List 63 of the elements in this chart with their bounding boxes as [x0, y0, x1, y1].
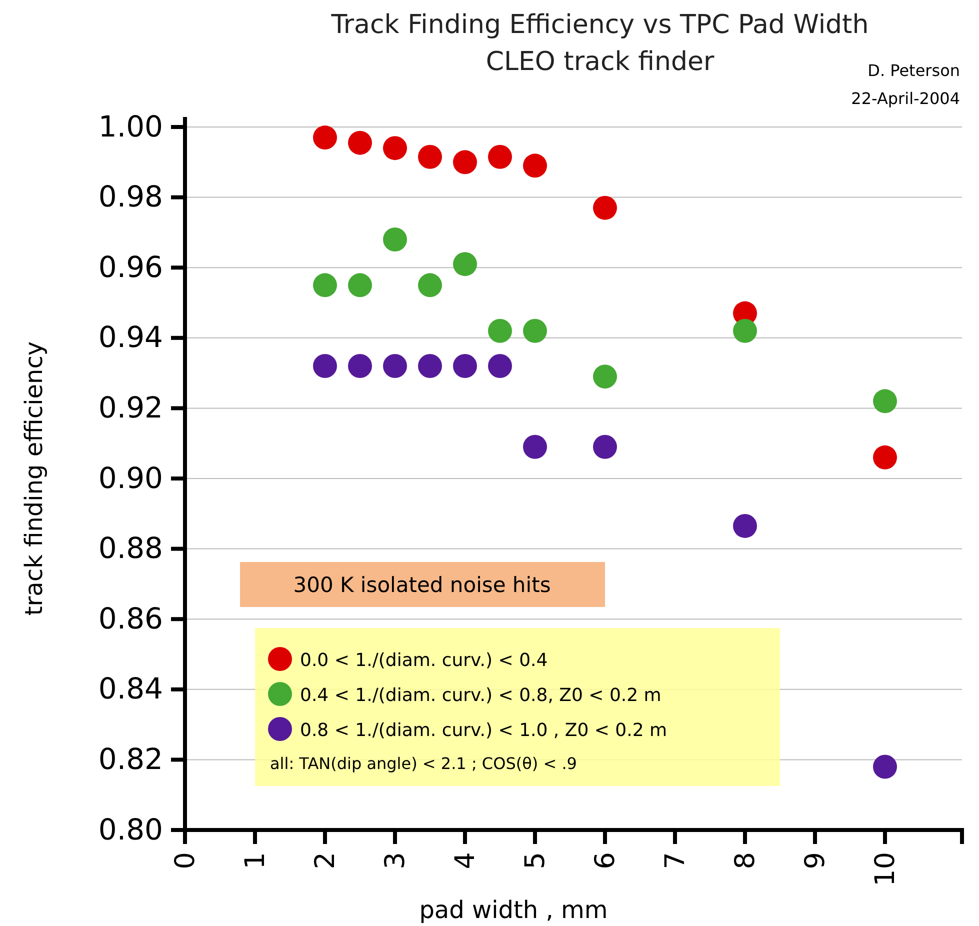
legend-label: 0.0 < 1./(diam. curv.) < 0.4 [300, 650, 548, 671]
point [418, 144, 442, 169]
x-tick-label: 8 [730, 852, 761, 870]
point [488, 318, 512, 343]
y-tick-label: 0.88 [98, 531, 163, 566]
point [453, 354, 477, 378]
x-tick-label: 7 [660, 852, 691, 870]
point [313, 273, 337, 298]
note-box: 300 K isolated noise hits [240, 562, 605, 607]
legend-label: 0.4 < 1./(diam. curv.) < 0.8, Z0 < 0.2 m [300, 685, 662, 706]
x-tick-label: 1 [240, 852, 271, 870]
point [873, 445, 897, 470]
x-tick-label: 4 [450, 852, 481, 870]
point [523, 318, 547, 343]
point [733, 514, 757, 538]
point [453, 252, 477, 276]
point [313, 354, 337, 378]
legend-label: 0.8 < 1./(diam. curv.) < 1.0 , Z0 < 0.2 m [300, 720, 668, 741]
point [383, 354, 407, 378]
text: 22-April-2004 [851, 89, 960, 108]
x-tick-label: 6 [590, 852, 621, 870]
point [383, 227, 407, 252]
y-tick-label: 0.94 [98, 320, 163, 354]
y-tick-label: 0.84 [98, 672, 163, 706]
y-axis-title: track finding efficiency [20, 341, 48, 616]
point [348, 130, 372, 155]
y-tick-label: 1.00 [98, 109, 163, 144]
point [383, 136, 407, 160]
x-tick-label: 9 [800, 852, 831, 870]
y-tick-label: 0.80 [98, 812, 163, 846]
x-tick-label: 10 [870, 852, 901, 886]
point [873, 389, 897, 414]
point [873, 754, 897, 779]
chart-subtitle: CLEO track finder [486, 47, 714, 77]
annotation: 300 K isolated noise hits [293, 573, 551, 597]
y-tick-label: 0.92 [98, 390, 163, 424]
point [348, 354, 372, 378]
point [593, 196, 617, 220]
point [348, 273, 372, 298]
x-tick-label: 0 [170, 852, 201, 870]
chart-title: Track Finding Efficiency vs TPC Pad Width [330, 10, 869, 40]
y-tick-label: 0.96 [98, 250, 163, 284]
y-tick-label: 0.90 [98, 460, 163, 495]
x-tick-label: 5 [520, 852, 551, 870]
point [313, 126, 337, 150]
y-tick-label: 0.98 [98, 180, 163, 214]
point [523, 434, 547, 459]
text: D. Peterson [868, 61, 960, 80]
point [593, 434, 617, 459]
point [488, 144, 512, 169]
point [733, 318, 757, 343]
point [593, 364, 617, 389]
x-tick-label: 3 [380, 852, 411, 870]
y-tick-label: 0.86 [98, 601, 163, 636]
point [488, 354, 512, 378]
point [453, 150, 477, 174]
x-tick-label: 2 [310, 852, 341, 870]
y-tick-label: 0.82 [98, 742, 163, 776]
point [418, 273, 442, 298]
point [523, 154, 547, 178]
point [418, 354, 442, 378]
x-axis-title: pad width , mm [419, 896, 608, 924]
annotation: all: TAN(dip angle) < 2.1 ; COS(θ) < .9 [270, 754, 577, 773]
